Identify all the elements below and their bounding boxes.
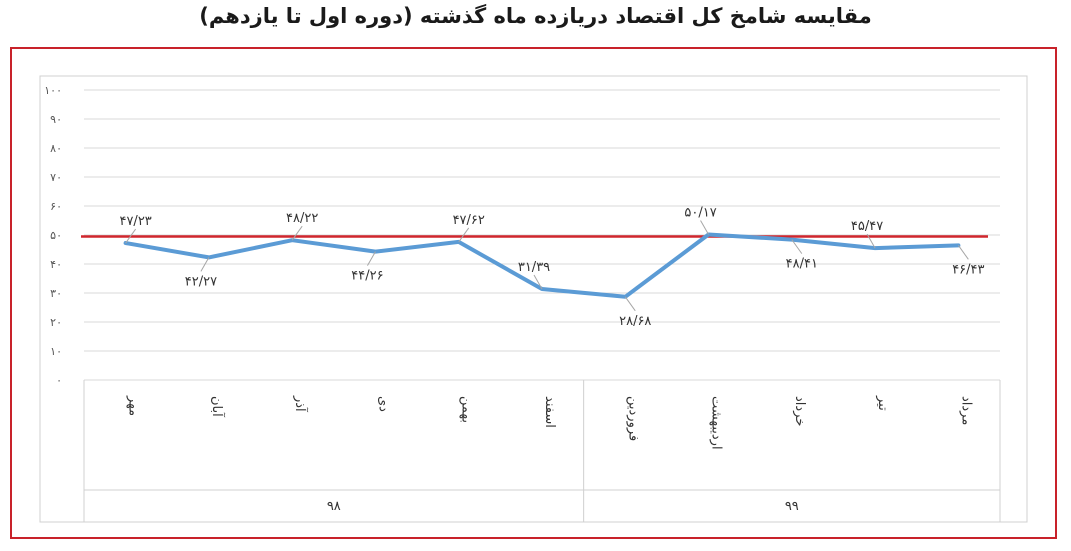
x-tick-label: بهمن	[459, 396, 474, 423]
y-tick-label: ۶۰	[50, 200, 62, 213]
y-tick-label: ۱۰۰	[44, 84, 62, 97]
data-label: ۲۸/۶۸	[619, 314, 651, 329]
chart-frame	[10, 47, 1057, 539]
y-tick-label: ۴۰	[50, 258, 62, 271]
y-tick-label: ۸۰	[50, 142, 62, 155]
y-tick-label: ۵۰	[50, 229, 62, 242]
data-label: ۴۶/۴۳	[952, 262, 984, 277]
x-tick-label: فروردین	[625, 396, 640, 441]
data-label: ۴۸/۲۲	[286, 211, 318, 226]
plot-area-border	[39, 75, 1028, 523]
x-tick-label: خرداد	[792, 396, 807, 426]
category-group-label: ۹۸	[327, 499, 341, 514]
data-label: ۴۸/۴۱	[786, 257, 818, 272]
data-label: ۴۷/۶۲	[453, 213, 485, 228]
y-tick-label: ۹۰	[50, 113, 62, 126]
data-label-leader	[367, 251, 376, 266]
data-label: ۴۲/۲۷	[185, 274, 217, 289]
data-label-leader	[791, 239, 803, 254]
x-tick-label: آبان	[209, 396, 226, 418]
data-label-leader	[533, 274, 543, 290]
data-label-leader	[125, 228, 137, 244]
data-label-leader	[957, 245, 969, 260]
data-label-leader	[458, 227, 470, 243]
y-tick-label: ۳۰	[50, 287, 62, 300]
x-tick-label: مرداد	[958, 396, 973, 425]
data-label: ۳۱/۳۹	[518, 260, 550, 275]
data-label: ۴۷/۲۳	[119, 214, 151, 229]
y-tick-label: ۲۰	[50, 316, 62, 329]
x-tick-label: اردیبهشت	[709, 396, 724, 450]
data-label: ۵۰/۱۷	[684, 206, 716, 221]
data-label-leader	[624, 296, 636, 312]
data-label-leader	[291, 225, 303, 241]
category-group-label: ۹۹	[785, 499, 799, 514]
chart-title: مقایسه شامخ کل اقتصاد دریازده ماه گذشته …	[199, 4, 872, 28]
x-tick-label: آذر	[292, 395, 309, 413]
data-label-leader	[700, 220, 709, 235]
data-label: ۴۵/۴۷	[851, 219, 883, 234]
x-tick-label: مهر	[126, 395, 141, 416]
x-tick-label: اسفند	[542, 396, 557, 428]
data-label-leader	[866, 233, 876, 249]
x-tick-label: دی	[375, 396, 390, 412]
y-tick-label: ۰	[56, 374, 62, 387]
data-label: ۴۴/۲۶	[351, 269, 383, 284]
x-tick-label: تیر	[875, 395, 890, 411]
data-label-leader	[200, 257, 210, 272]
y-tick-label: ۱۰	[50, 345, 62, 358]
y-tick-label: ۷۰	[50, 171, 62, 184]
